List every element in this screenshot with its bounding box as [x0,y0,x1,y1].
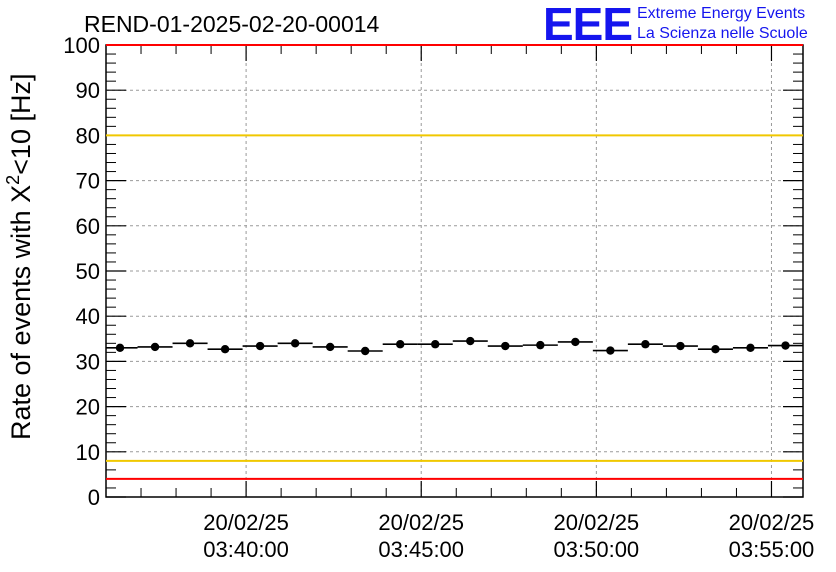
y-axis-title-suffix: <10 [Hz] [6,74,36,175]
x-tick-time-label: 03:55:00 [729,537,815,562]
y-tick-label: 50 [76,259,100,284]
data-point [290,339,300,348]
data-point [606,346,615,355]
y-tick-label: 20 [76,395,100,420]
data-point [641,340,650,349]
data-point [746,343,755,353]
x-tick-time-label: 03:40:00 [203,537,289,562]
logo-line-2: La Scienza nelle Scuole [637,25,808,42]
y-tick-labels: 0 10 20 30 40 50 60 70 80 90 100 [63,33,100,510]
data-series [106,336,803,356]
y-tick-label: 0 [88,485,100,510]
data-point [115,343,125,353]
y-axis-title-prefix: Rate of events with X [6,185,36,440]
x-tick-labels: 20/02/2503:40:0020/02/2503:45:0020/02/25… [203,510,814,562]
chart-title: REND-01-2025-02-20-00014 [84,11,380,37]
data-point [431,340,440,349]
data-point [396,340,405,349]
x-tick-date-label: 20/02/25 [203,510,289,535]
y-tick-label: 10 [76,440,100,465]
data-point [676,341,685,351]
y-tick-label: 80 [76,123,100,148]
data-point [220,344,230,354]
x-tick-date-label: 20/02/25 [729,510,815,535]
y-tick-label: 100 [63,33,100,58]
reference-lines [106,44,803,480]
grid-lines [106,45,803,497]
data-point [501,341,510,351]
data-point [325,342,335,352]
y-tick-label: 30 [76,349,100,374]
y-axis-title-superscript: 2 [3,175,23,185]
data-point [360,346,370,356]
data-point [781,341,790,350]
x-tick-time-label: 03:50:00 [554,537,640,562]
data-point [536,340,545,350]
axis-ticks [105,44,803,498]
data-point [150,342,160,352]
logo-line-1: Extreme Energy Events [637,5,805,22]
data-point [255,341,265,351]
x-tick-time-label: 03:45:00 [378,537,464,562]
data-point [185,339,195,348]
y-tick-label: 60 [76,214,100,239]
eee-logo: EEE Extreme Energy Events La Scienza nel… [543,0,808,50]
x-tick-date-label: 20/02/25 [554,510,640,535]
data-point [571,337,580,347]
logo-mark: EEE [543,0,632,50]
y-tick-label: 40 [76,304,100,329]
y-tick-label: 70 [76,169,100,194]
data-point [711,344,720,354]
y-tick-label: 90 [76,78,100,103]
data-point [466,336,475,346]
y-axis-title: Rate of events with X2<10 [Hz] [3,74,36,440]
x-tick-date-label: 20/02/25 [378,510,464,535]
